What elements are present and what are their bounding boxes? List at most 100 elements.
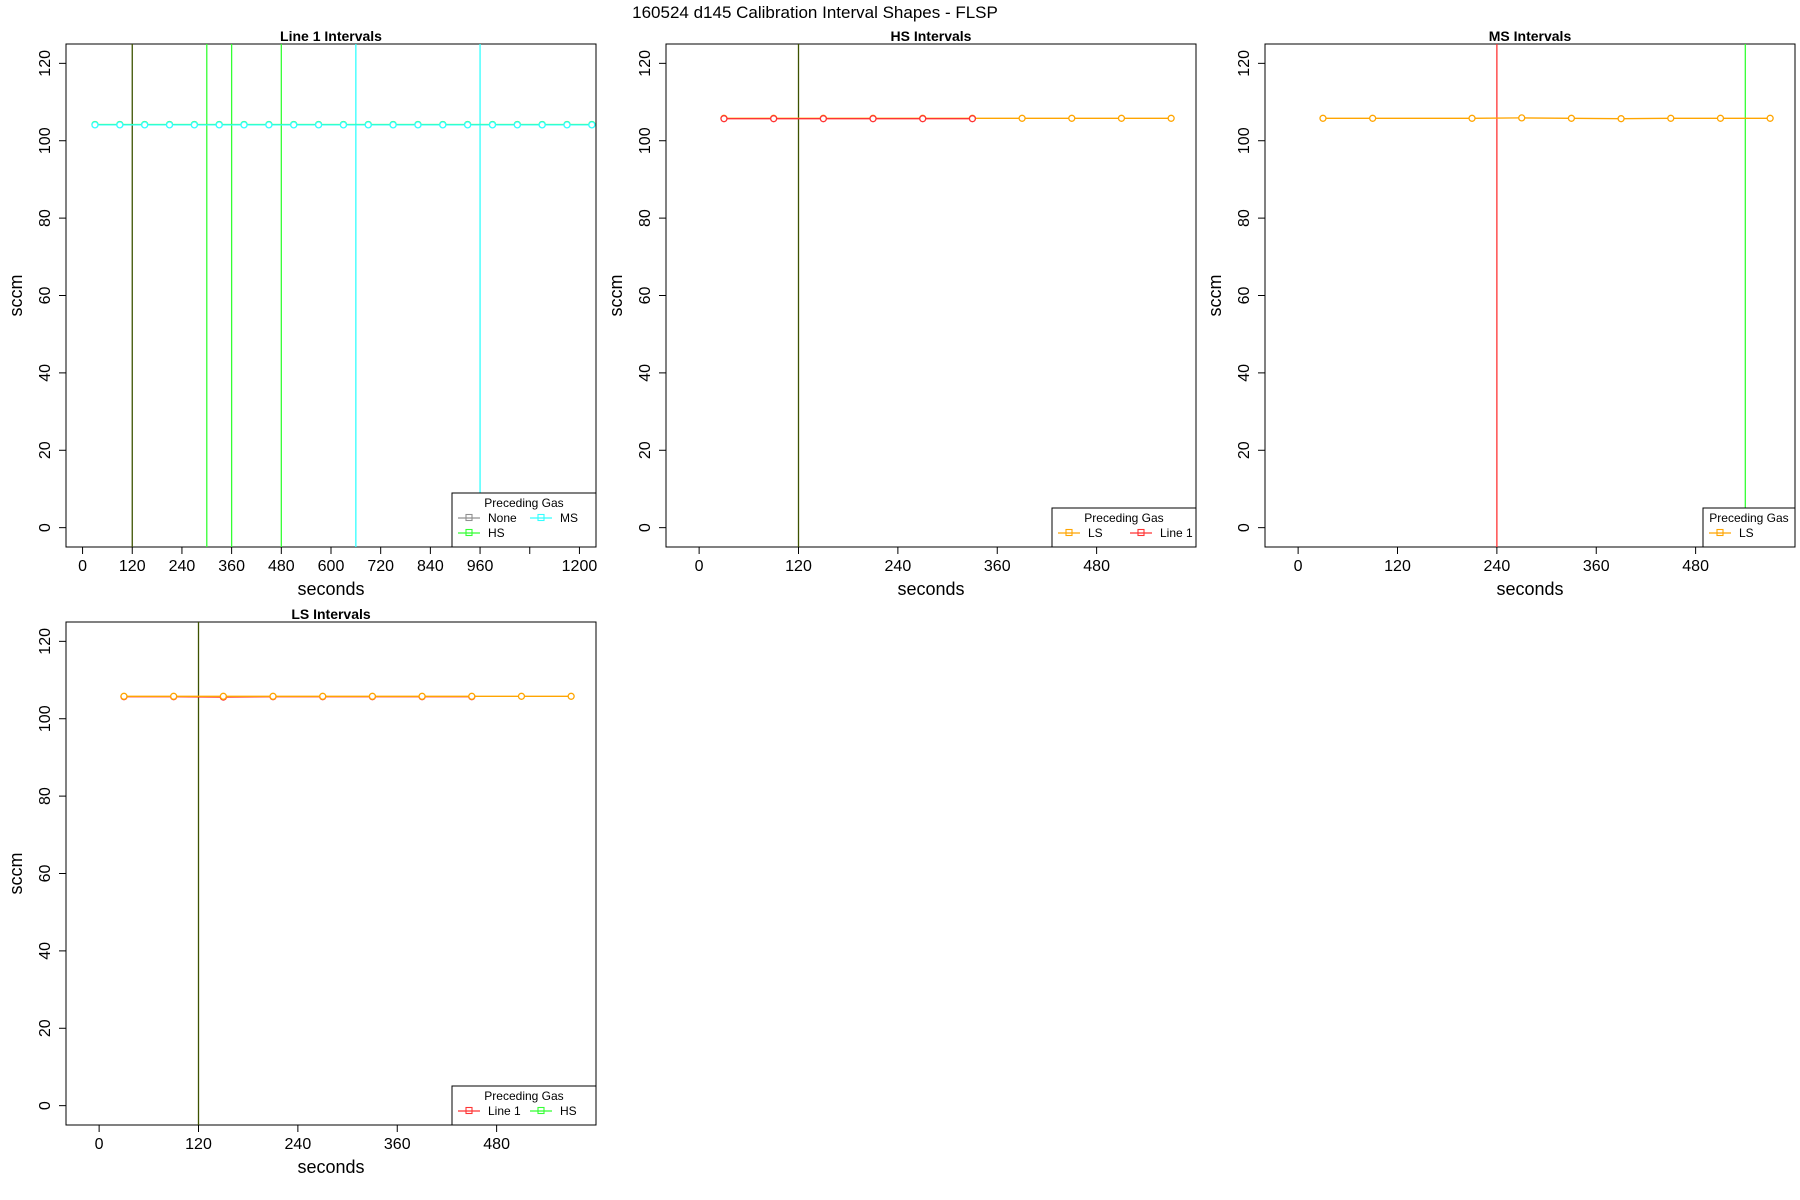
- data-point: [517, 692, 526, 700]
- y-tick-label: 80: [37, 787, 54, 805]
- data-point: [1567, 114, 1576, 122]
- y-tick-label: 0: [37, 523, 54, 532]
- y-tick-label: 0: [1236, 523, 1253, 532]
- y-tick-label: 40: [637, 364, 654, 382]
- figure-title: 160524 d145 Calibration Interval Shapes …: [632, 3, 998, 22]
- y-tick-label: 60: [37, 287, 54, 305]
- data-point: [339, 121, 348, 129]
- data-point: [488, 121, 497, 129]
- data-point: [265, 121, 273, 129]
- x-tick-label: 960: [467, 558, 494, 575]
- data-point: [368, 692, 377, 700]
- chart-panel: HS Intervals 0 120 240 360 480 0 20 40 60 80 100 120…: [606, 28, 1197, 599]
- y-tick-label: 80: [637, 209, 654, 227]
- data-point: [1468, 114, 1476, 122]
- data-point: [563, 121, 571, 129]
- legend-entry-label: Line 1: [1160, 526, 1193, 540]
- data-point: [389, 121, 397, 129]
- legend-entry-label: LS: [1088, 526, 1103, 540]
- y-tick-label: 0: [37, 1101, 54, 1110]
- panel-title: MS Intervals: [1489, 28, 1572, 44]
- chart-panel: MS Intervals 0 120 240 360 480 0 20 40 60 80 100 120…: [1205, 28, 1796, 599]
- legend-box: [1051, 507, 1197, 548]
- y-tick-label: 120: [37, 50, 54, 77]
- x-tick-label: 840: [417, 558, 444, 575]
- data-point: [819, 115, 827, 123]
- data-point: [1369, 114, 1377, 122]
- data-point: [215, 121, 223, 129]
- plot-content: [1319, 44, 1774, 547]
- legend-entry-label: MS: [560, 511, 578, 525]
- plot-content: [120, 622, 575, 1125]
- data-point: [567, 692, 575, 700]
- y-tick-label: 80: [1236, 209, 1253, 227]
- y-tick-label: 40: [37, 364, 54, 382]
- legend-swatch-marker: [465, 1106, 473, 1115]
- y-tick-label: 40: [37, 942, 54, 960]
- legend-title: Preceding Gas: [1709, 511, 1788, 525]
- y-tick-label: 100: [37, 705, 54, 732]
- data-point: [269, 692, 277, 700]
- chart-panel: LS Intervals 0 120 240 360 480 0 20 40 60 80 100 120…: [6, 606, 597, 1177]
- x-tick-label: 0: [78, 558, 87, 575]
- x-tick-label: 480: [483, 1136, 510, 1153]
- x-tick-label: 360: [1583, 558, 1610, 575]
- panel-title: HS Intervals: [891, 28, 972, 44]
- legend-swatch-marker: [1716, 528, 1724, 537]
- x-tick-label: 1200: [562, 558, 598, 575]
- data-point: [1716, 114, 1725, 122]
- y-tick-label: 20: [637, 441, 654, 459]
- panel-title: Line 1 Intervals: [280, 28, 382, 44]
- data-point: [538, 121, 546, 129]
- data-point: [219, 692, 227, 700]
- data-point: [314, 121, 323, 129]
- x-tick-label: 120: [785, 558, 812, 575]
- data-point: [439, 121, 447, 129]
- x-tick-label: 240: [1484, 558, 1511, 575]
- y-axis-label: sccm: [1205, 275, 1225, 317]
- panel-title: LS Intervals: [291, 606, 371, 622]
- data-point: [1518, 114, 1526, 122]
- data-point: [141, 121, 149, 129]
- x-tick-label: 480: [268, 558, 295, 575]
- data-point: [414, 121, 422, 129]
- data-point: [1319, 114, 1327, 122]
- data-point: [463, 121, 472, 129]
- series-line: [1323, 117, 1771, 120]
- x-tick-label: 120: [185, 1136, 212, 1153]
- legend-swatch-marker: [1065, 528, 1073, 537]
- legend-swatch-marker: [537, 1106, 545, 1115]
- legend-box: [451, 492, 597, 548]
- x-tick-label: 120: [119, 558, 146, 575]
- data-point: [588, 121, 596, 129]
- legend-swatch-marker: [465, 513, 473, 522]
- data-point: [170, 692, 178, 700]
- legend-swatch-marker: [465, 528, 473, 537]
- data-point: [116, 121, 124, 129]
- data-point: [91, 121, 99, 129]
- y-tick-label: 100: [37, 127, 54, 154]
- legend-entry-label: HS: [560, 1104, 577, 1118]
- y-tick-label: 0: [637, 523, 654, 532]
- legend-entry-label: HS: [488, 526, 505, 540]
- y-tick-label: 80: [37, 209, 54, 227]
- x-axis-label: seconds: [297, 1157, 364, 1177]
- data-point: [1766, 114, 1774, 122]
- legend-swatch-marker: [537, 513, 545, 522]
- x-axis-label: seconds: [1496, 579, 1563, 599]
- x-tick-label: 120: [1384, 558, 1411, 575]
- legend-box: [451, 1085, 597, 1126]
- legend-entry-label: None: [488, 511, 517, 525]
- data-point: [869, 115, 877, 123]
- x-tick-label: 360: [218, 558, 245, 575]
- data-point: [165, 121, 174, 129]
- x-tick-label: 360: [384, 1136, 411, 1153]
- data-point: [919, 115, 927, 123]
- data-point: [319, 692, 327, 700]
